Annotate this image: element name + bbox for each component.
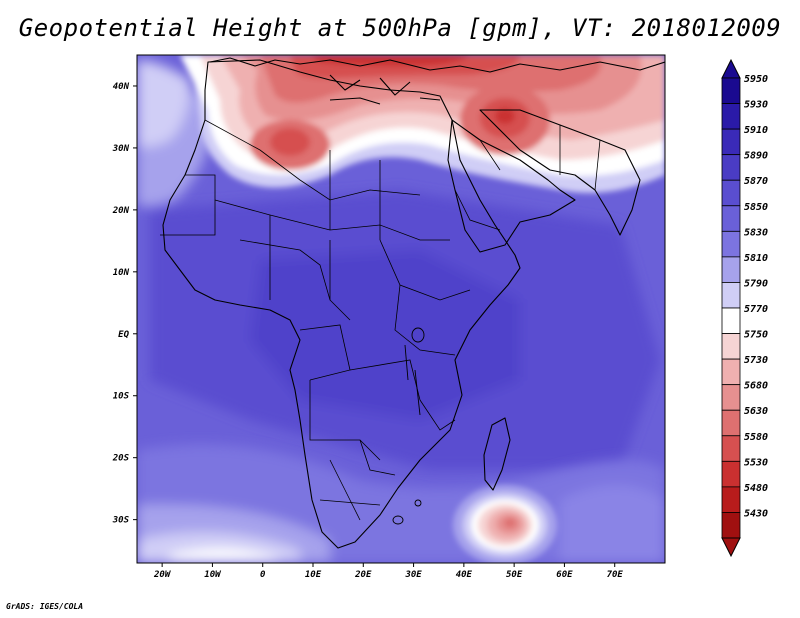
colorbar-label: 5770 bbox=[744, 304, 768, 315]
colorbar-label: 5830 bbox=[744, 227, 768, 238]
colorbar-swatch bbox=[721, 282, 741, 309]
colorbar-label: 5950 bbox=[744, 74, 768, 85]
lat-tick-label: 20N bbox=[112, 206, 130, 216]
lat-tick-label: 30S bbox=[112, 516, 130, 526]
colorbar-label: 5580 bbox=[744, 432, 768, 443]
lon-tick-label: 20E bbox=[354, 570, 372, 580]
colorbar-swatch bbox=[721, 460, 741, 488]
colorbar-swatch bbox=[721, 179, 741, 207]
lon-tick-label: 50E bbox=[506, 570, 523, 580]
middle-east-outline bbox=[479, 109, 641, 236]
colorbar-swatch bbox=[721, 512, 741, 539]
colorbar-label: 5630 bbox=[744, 406, 768, 417]
chart-title: Geopotential Height at 500hPa [gpm], VT:… bbox=[18, 14, 782, 42]
colorbar-label: 5530 bbox=[744, 457, 768, 468]
madagascar bbox=[483, 417, 511, 491]
colorbar-swatch bbox=[721, 128, 741, 156]
field-west-patch bbox=[137, 60, 215, 207]
colorbar-label: 5790 bbox=[744, 278, 768, 289]
colorbar-swatch bbox=[721, 409, 741, 437]
colorbar-swatch bbox=[721, 486, 741, 513]
colorbar-label: 5730 bbox=[744, 355, 768, 366]
colorbar: 5950 5930 5910 5890 5870 5850 5830 5810 5790 5770… bbox=[721, 58, 768, 558]
colorbar-swatch bbox=[721, 256, 741, 283]
longitude-axis: 20W 10W 0 10E 20E 30E 40E 50E 60E 70E bbox=[153, 563, 623, 580]
lon-tick-label: 70E bbox=[607, 570, 624, 580]
colorbar-swatch bbox=[721, 435, 741, 462]
country-borders bbox=[160, 119, 601, 521]
colorbar-swatch bbox=[721, 384, 741, 411]
latitude-axis: 40N 30N 20N 10N EQ 10S 20S 30S bbox=[112, 82, 137, 526]
field-madagascar-low bbox=[453, 485, 557, 563]
lat-tick-label: 10N bbox=[113, 268, 130, 278]
height-field bbox=[137, 55, 665, 563]
colorbar-label: 5750 bbox=[744, 330, 768, 341]
lon-tick-label: 30E bbox=[404, 570, 422, 580]
lat-tick-label: 40N bbox=[113, 82, 130, 92]
coastlines bbox=[162, 57, 665, 549]
lon-tick-label: 10W bbox=[204, 570, 222, 580]
field-tropical-core bbox=[150, 190, 660, 470]
lat-tick-label: EQ bbox=[118, 330, 129, 340]
colorbar-label: 5890 bbox=[744, 151, 768, 162]
colorbar-label: 5480 bbox=[744, 483, 768, 494]
europe-outline bbox=[209, 57, 665, 73]
lon-tick-label: 40E bbox=[456, 570, 473, 580]
colorbar-top-arrow bbox=[721, 58, 741, 79]
arabia bbox=[447, 119, 576, 253]
colorbar-swatch bbox=[721, 333, 741, 360]
colorbar-label: 5870 bbox=[744, 176, 768, 187]
credit-text: GrADS: IGES/COLA bbox=[6, 602, 84, 611]
colorbar-label: 5810 bbox=[744, 253, 768, 264]
colorbar-label: 5930 bbox=[744, 100, 768, 111]
colorbar-swatch bbox=[721, 103, 741, 130]
colorbar-label: 5850 bbox=[744, 202, 768, 213]
colorbar-label: 5680 bbox=[744, 381, 768, 392]
lon-tick-label: 20W bbox=[153, 570, 172, 580]
colorbar-swatch bbox=[721, 77, 741, 104]
colorbar-swatch bbox=[721, 307, 741, 334]
africa-coastline bbox=[162, 59, 521, 549]
lon-tick-label: 10E bbox=[305, 570, 322, 580]
colorbar-label: 5430 bbox=[744, 508, 768, 519]
lon-tick-label: 0 bbox=[260, 570, 266, 580]
lat-tick-label: 30N bbox=[112, 144, 130, 154]
plot-frame bbox=[136, 54, 666, 564]
lat-tick-label: 20S bbox=[112, 454, 130, 464]
colorbar-bottom-arrow bbox=[721, 537, 741, 558]
colorbar-swatch bbox=[721, 154, 741, 181]
colorbar-swatch bbox=[721, 358, 741, 386]
colorbar-swatch bbox=[721, 230, 741, 258]
colorbar-label: 5910 bbox=[744, 125, 768, 136]
lon-tick-label: 60E bbox=[556, 570, 573, 580]
lat-tick-label: 10S bbox=[113, 392, 130, 402]
colorbar-swatch bbox=[721, 205, 741, 232]
lakes bbox=[392, 327, 425, 525]
